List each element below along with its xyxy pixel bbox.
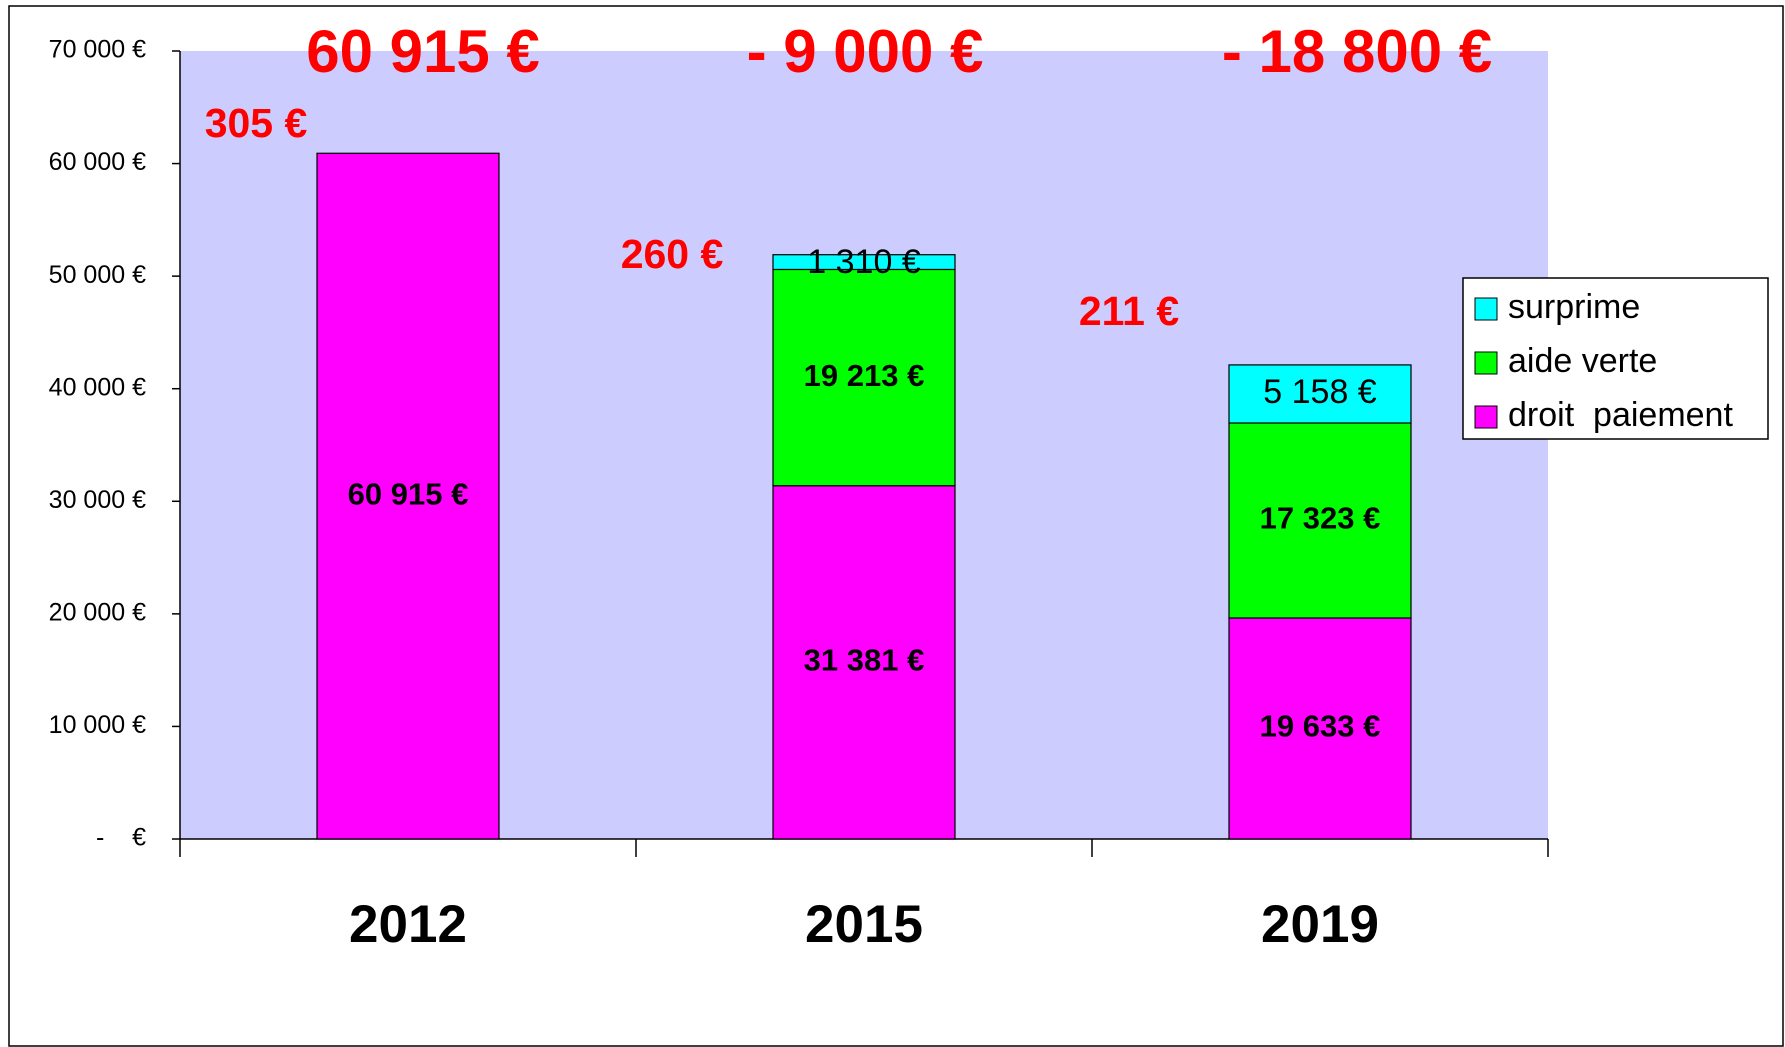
bar-segment [316,152,500,840]
y-tick-label: 40 000 € [49,373,146,401]
data-label: 31 381 € [804,643,925,678]
bar-segment [1228,617,1412,840]
data-label: 17 323 € [1260,501,1381,536]
legend-swatch [1474,351,1498,375]
x-tick-label: 2019 [1261,895,1379,954]
legend-swatch [1474,297,1498,321]
annotation: 305 € [205,100,308,146]
data-label: 60 915 € [348,476,469,511]
y-tick-label: 70 000 € [49,36,146,64]
annotation: - 9 000 € [747,18,984,85]
y-tick-label: 20 000 € [49,598,146,626]
data-label: 5 158 € [1263,373,1377,411]
data-label: 1 310 € [807,243,921,281]
x-tick-label: 2012 [349,895,467,954]
y-tick-label: 50 000 € [49,261,146,289]
annotation: 211 € [1079,288,1180,334]
bar-segment [1228,364,1412,424]
y-tick-label: 30 000 € [49,486,146,514]
legend-label: surprime [1508,288,1640,326]
annotation: 260 € [621,231,724,277]
annotation: 60 915 € [306,18,540,85]
legend-box [1462,277,1769,440]
bar-segment [1228,422,1412,619]
bar-segment [772,268,956,487]
y-tick-label: 10 000 € [49,711,146,739]
data-label: 19 633 € [1260,709,1381,744]
data-label: 19 213 € [804,358,925,393]
legend-swatch [1474,405,1498,429]
bar-segment [772,485,956,840]
annotation: - 18 800 € [1222,18,1492,85]
x-tick-label: 2015 [805,895,923,954]
legend-label: droit paiement [1508,396,1733,434]
y-tick-label: - € [96,824,146,852]
bar-segment [772,254,956,271]
legend-label: aide verte [1508,342,1657,380]
y-tick-label: 60 000 € [49,148,146,176]
